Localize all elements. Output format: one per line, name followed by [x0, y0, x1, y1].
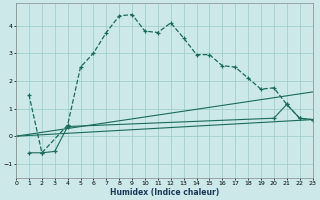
X-axis label: Humidex (Indice chaleur): Humidex (Indice chaleur): [110, 188, 219, 197]
